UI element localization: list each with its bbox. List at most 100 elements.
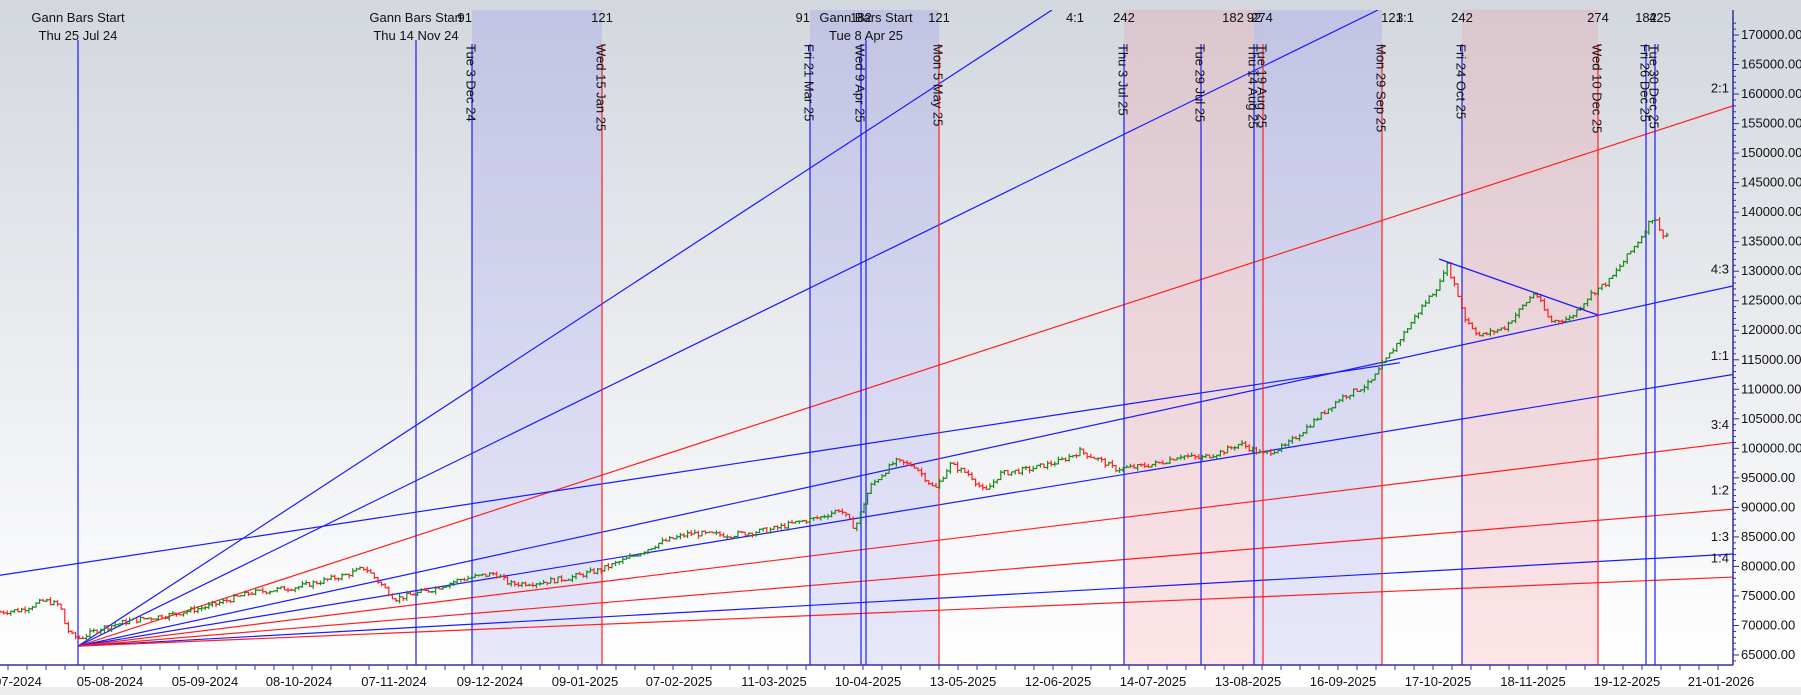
vertical-date-label: Thu 3 Jul 25: [1115, 44, 1130, 116]
vertical-date-label: Thu 14 Aug 25: [1245, 44, 1260, 129]
fan-line-1-3: [77, 553, 1733, 647]
gann-bars-start-title: Gann Bars Start: [369, 10, 463, 25]
x-tick-label: 17-10-2025: [1405, 674, 1472, 689]
bar-count-label: 242: [1451, 10, 1473, 25]
zone-blue: [1254, 10, 1382, 665]
fan-line-1-1: [77, 373, 1733, 647]
vertical-date-label: Tue 30 Dec 25: [1646, 44, 1661, 129]
y-tick-label: 145000.00: [1741, 175, 1801, 190]
x-tick-label: 08-10-2024: [266, 674, 333, 689]
bar-count-label: 91: [458, 10, 472, 25]
y-tick-label: 80000.00: [1741, 558, 1795, 573]
vertical-date-labels: Tue 3 Dec 24 Wed 15 Jan 25 Fri 21 Mar 25 We…: [463, 44, 1661, 133]
vertical-date-label: Tue 3 Dec 24: [463, 44, 478, 122]
x-tick-label: 14-07-2025: [1120, 674, 1187, 689]
fan-line-3-1: [77, 10, 1379, 647]
shaded-time-zones: [472, 10, 1598, 665]
vertical-date-label: Tue 19 Aug 25: [1254, 44, 1269, 128]
fan-label-1-3: 1:3: [1711, 529, 1729, 544]
vertical-date-label: Wed 15 Jan 25: [593, 44, 608, 131]
bar-count-label: 182: [1635, 10, 1657, 25]
bar-count-label: 242: [1113, 10, 1135, 25]
zone-blue: [810, 10, 939, 665]
bar-count-label: 425: [1649, 10, 1671, 25]
y-tick-label: 70000.00: [1741, 617, 1795, 632]
y-tick-label: 170000.00: [1741, 27, 1801, 42]
x-tick-label: 18-11-2025: [1500, 674, 1566, 689]
vertical-date-label: Wed 10 Dec 25: [1589, 44, 1604, 133]
fan-label-3-1: 3:1: [1396, 10, 1414, 25]
channel-line-upper: [0, 362, 1401, 576]
triangle-upper-line: [1438, 258, 1599, 316]
x-tick-label: 13-05-2025: [930, 674, 997, 689]
x-tick-label: 11-03-2025: [741, 674, 807, 689]
fan-label-4-3: 4:3: [1711, 262, 1729, 277]
fan-label-2-1: 2:1: [1711, 80, 1729, 95]
y-axis: 170000.00 165000.00 160000.00 155000.00 1500…: [1732, 10, 1801, 665]
gann-bars-start-date: Tue 8 Apr 25: [829, 28, 903, 43]
x-tick-label: 16-09-2025: [1310, 674, 1377, 689]
fan-line-3-4: [77, 441, 1733, 647]
x-tick-label: 07-11-2024: [361, 674, 427, 689]
x-tick-label: 21-01-2026: [1688, 674, 1755, 689]
y-tick-label: 90000.00: [1741, 499, 1795, 514]
bar-count-label: 92: [1247, 10, 1261, 25]
fan-line-2-1: [77, 105, 1733, 647]
x-tick-label: 07-2024: [0, 674, 42, 689]
y-tick-label: 150000.00: [1741, 145, 1801, 160]
x-tick-label: 13-08-2025: [1215, 674, 1282, 689]
y-tick-label: 120000.00: [1741, 322, 1801, 337]
y-tick-label: 140000.00: [1741, 204, 1801, 219]
vertical-date-label: Fri 21 Mar 25: [801, 44, 816, 121]
y-tick-label: 100000.00: [1741, 440, 1801, 455]
fan-label-1-4: 1:4: [1711, 550, 1729, 565]
y-tick-label: 110000.00: [1741, 381, 1801, 396]
zone-red: [1462, 10, 1598, 665]
fan-label-3-4: 3:4: [1711, 417, 1729, 432]
y-tick-label: 85000.00: [1741, 529, 1795, 544]
x-tick-label: 09-12-2024: [457, 674, 524, 689]
y-tick-label: 135000.00: [1741, 234, 1801, 249]
bar-count-label: 182: [850, 10, 872, 25]
vertical-date-label: Fri 26 Dec 25: [1637, 44, 1652, 122]
vertical-date-label: Mon 5 May 25: [930, 44, 945, 126]
triangle-pattern: [1438, 258, 1599, 316]
x-axis: 07-2024 05-08-2024 05-09-2024 08-10-2024 07-…: [0, 664, 1755, 689]
fan-angle-labels: 2:1 4:3 1:1 3:4 1:2 1:3 1:4: [1711, 80, 1729, 565]
gann-bars-start-date: Thu 25 Jul 24: [39, 28, 118, 43]
fan-label-1-1: 1:1: [1711, 348, 1729, 363]
bar-count-label: 121: [928, 10, 950, 25]
bar-count-label: 121: [591, 10, 613, 25]
vertical-date-label: Wed 9 Apr 25: [852, 44, 867, 123]
gann-bars-start-title: Gann Bars Start: [819, 10, 913, 25]
y-tick-label: 130000.00: [1741, 263, 1801, 278]
y-tick-label: 75000.00: [1741, 588, 1795, 603]
x-tick-label: 19-12-2025: [1594, 674, 1661, 689]
fan-label-1-2: 1:2: [1711, 482, 1729, 497]
x-tick-label: 07-02-2025: [646, 674, 713, 689]
y-tick-label: 125000.00: [1741, 293, 1801, 308]
vertical-date-label: Tue 29 Jul 25: [1192, 44, 1207, 122]
gann-fan-lines: [0, 10, 1733, 647]
y-tick-label: 165000.00: [1741, 57, 1801, 72]
bar-count-label: 274: [1251, 10, 1273, 25]
fan-line-1-2: [77, 508, 1733, 647]
bar-count-label: 274: [1587, 10, 1609, 25]
bar-count-label: 182: [1222, 10, 1244, 25]
y-tick-label: 65000.00: [1741, 647, 1795, 662]
y-tick-label: 95000.00: [1741, 470, 1795, 485]
price-bars: [0, 217, 1669, 641]
gann-bars-start-title: Gann Bars Start: [31, 10, 125, 25]
x-tick-label: 05-09-2024: [172, 674, 239, 689]
bottom-strip: [0, 687, 1801, 695]
x-tick-label: 10-04-2025: [835, 674, 902, 689]
x-tick-label: 05-08-2024: [77, 674, 144, 689]
fan-line-4-1: [77, 10, 1053, 647]
fan-line-4-3: [77, 285, 1733, 647]
y-tick-label: 160000.00: [1741, 86, 1801, 101]
x-tick-label: 09-01-2025: [552, 674, 619, 689]
time-marker-lines: [77, 40, 1656, 665]
